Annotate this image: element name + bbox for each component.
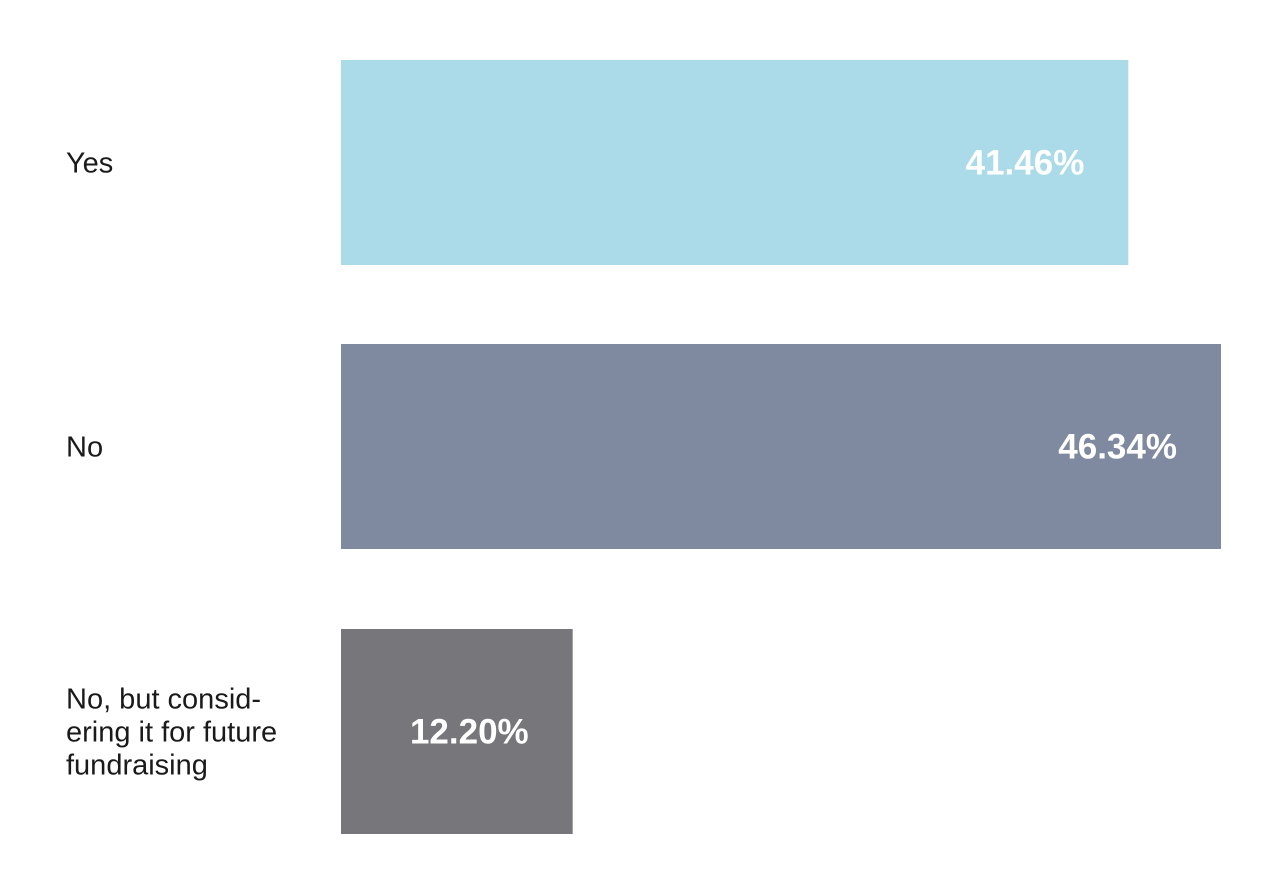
category-label-0: Yes <box>66 148 113 180</box>
category-label-1: No <box>66 432 103 464</box>
category-label-line: ering it for future <box>66 717 277 749</box>
category-label-2: No, but consid-ering it for future fundra… <box>66 684 277 782</box>
category-label-line: Yes <box>66 148 113 180</box>
value-label-0: 41.46% <box>966 144 1085 183</box>
category-labels: Yes No No, but consid-ering it for future f… <box>66 148 277 782</box>
bar-1 <box>341 344 1221 549</box>
category-label-line: No <box>66 432 103 464</box>
category-label-line: fundraising <box>66 750 208 782</box>
value-labels: 41.46% 46.34% 12.20% <box>410 144 1177 752</box>
bar-2 <box>341 629 573 834</box>
bars <box>341 60 1221 834</box>
value-label-2: 12.20% <box>410 713 529 752</box>
category-label-line: No, but consid- <box>66 684 261 716</box>
bar-0 <box>341 60 1129 265</box>
value-label-1: 46.34% <box>1058 428 1177 467</box>
